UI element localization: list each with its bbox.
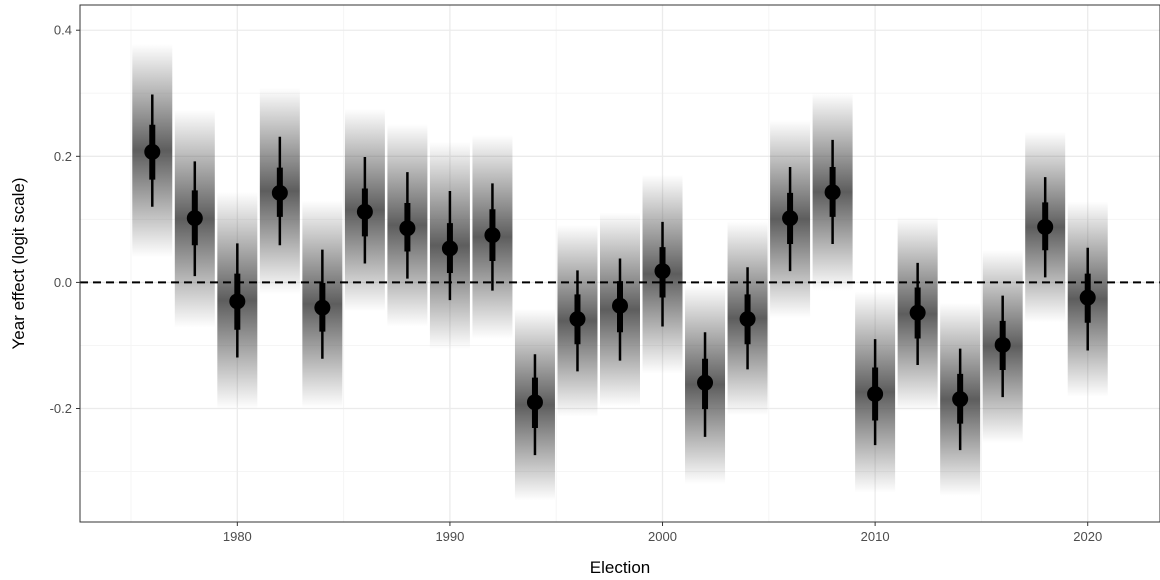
data-point [526,394,543,411]
axes: 1980 1990 2000 2010 2020 -0.2 0.0 0.2 0.4 [50,23,1103,544]
interval-bands [132,44,1108,501]
data-point [782,210,799,227]
data-point [356,203,373,220]
data-point [867,386,884,403]
data-point [739,310,756,327]
point-intervals [144,94,1096,456]
y-tick-label: -0.2 [50,401,72,416]
data-point [654,263,671,280]
data-point [484,227,501,244]
data-point [909,304,926,321]
data-point [229,293,246,310]
data-point [1037,218,1054,235]
data-point [1079,289,1096,306]
data-point [399,220,416,237]
data-point [314,299,331,316]
y-tick-label: 0.2 [54,149,72,164]
x-tick-label: 2010 [861,529,890,544]
x-tick-label: 2020 [1073,529,1102,544]
x-tick-label: 1990 [435,529,464,544]
x-tick-label: 1980 [223,529,252,544]
y-tick-label: 0.0 [54,275,72,290]
y-tick-label: 0.4 [54,23,72,38]
data-point [186,210,203,227]
x-tick-label: 2000 [648,529,677,544]
data-point [144,143,161,160]
plot-border [79,4,1160,523]
data-point [612,297,628,314]
data-point [271,184,288,201]
y-axis-title: Year effect (logit scale) [9,178,28,350]
data-point [697,374,714,391]
data-point [569,310,586,327]
x-axis-title: Election [590,558,650,577]
data-point [994,336,1011,353]
data-point [952,391,969,408]
data-point [441,240,458,257]
data-point [824,184,841,201]
